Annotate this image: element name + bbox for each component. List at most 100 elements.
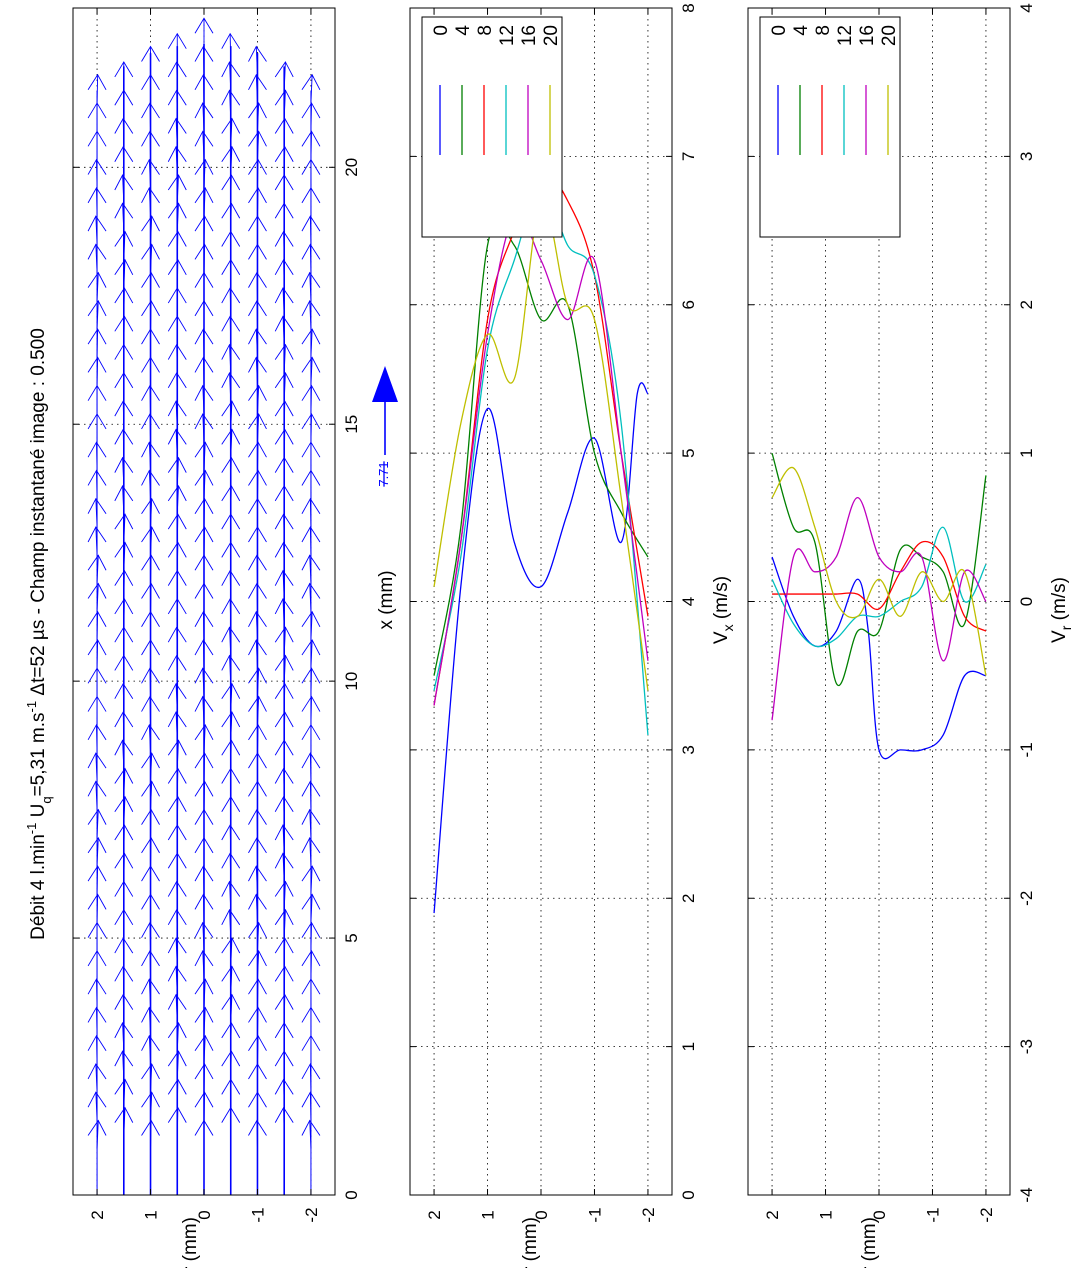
- vector-arrow-head: [141, 1034, 160, 1051]
- series-line-4: [771, 452, 987, 687]
- vector-arrow-head: [167, 1021, 187, 1039]
- vector-arrow-head: [141, 158, 160, 175]
- scale-arrow-label: 7.71: [376, 461, 391, 486]
- vector-arrow-head: [167, 598, 187, 615]
- vector-arrow: [122, 401, 125, 430]
- vector-arrow: [283, 1079, 285, 1108]
- vector-arrow-head: [141, 1119, 160, 1136]
- vector-arrow-head: [194, 215, 214, 232]
- vector-arrow-head: [194, 102, 214, 119]
- vector-arrow: [203, 753, 206, 782]
- vector-arrow: [148, 1007, 151, 1036]
- vector-arrow: [122, 1022, 125, 1052]
- vector-arrow: [309, 555, 312, 584]
- x-tick-label: 4: [679, 597, 698, 606]
- vector-arrow: [255, 74, 258, 104]
- figure-title: Débit 4 l.min-1 Uq=5,31 m.s-1 Δt=52 µs -…: [24, 328, 54, 940]
- vector-arrow: [122, 118, 125, 147]
- vector-arrow: [230, 401, 233, 430]
- vector-arrow-head: [301, 780, 321, 797]
- vector-arrow-head: [221, 852, 241, 869]
- vector-arrow-head: [248, 413, 267, 430]
- vector-arrow: [229, 344, 232, 373]
- vector-arrow-head: [87, 413, 107, 430]
- vector-arrow: [202, 357, 205, 386]
- vector-arrow-head: [301, 921, 321, 938]
- vector-arrow: [96, 724, 98, 754]
- vector-arrow-head: [194, 356, 214, 373]
- vector-arrow-head: [194, 17, 214, 34]
- vector-arrow: [122, 146, 125, 176]
- vector-arrow: [257, 724, 259, 754]
- vector-arrow: [310, 922, 312, 951]
- vector-arrow: [257, 103, 260, 132]
- r-tick-label: 2: [425, 1210, 444, 1219]
- vector-arrow-head: [114, 965, 134, 982]
- legend-label: 0: [769, 25, 790, 36]
- vector-arrow: [283, 372, 286, 402]
- vector-arrow-head: [301, 865, 321, 882]
- vector-arrow: [283, 711, 286, 741]
- vector-arrow-head: [221, 908, 241, 926]
- vector-arrow-head: [141, 441, 160, 458]
- vector-arrow: [283, 401, 286, 430]
- vector-arrow: [96, 1035, 98, 1064]
- vector-arrow-head: [141, 695, 160, 712]
- vector-arrow: [96, 894, 99, 923]
- vector-arrow-head: [194, 384, 214, 401]
- vector-arrow-head: [248, 186, 267, 204]
- vector-arrow-head: [141, 130, 160, 147]
- vector-arrow: [282, 598, 285, 628]
- vector-arrow: [230, 938, 233, 967]
- vector-arrow-head: [141, 554, 160, 571]
- vector-arrow-head: [274, 1078, 294, 1095]
- vector-arrow-head: [274, 965, 294, 982]
- x-tick-label: 1: [1017, 448, 1036, 457]
- r-tick-label: -2: [302, 1207, 321, 1222]
- vector-arrow-head: [114, 541, 134, 558]
- vector-arrow: [203, 470, 206, 499]
- vector-arrow: [123, 231, 126, 260]
- vector-arrow-head: [221, 61, 241, 78]
- vector-arrow-head: [167, 343, 187, 360]
- vector-arrow: [202, 103, 205, 132]
- vector-arrow-head: [248, 723, 267, 741]
- x-tick-label: -3: [1017, 1039, 1036, 1054]
- vector-arrow: [150, 837, 152, 867]
- vector-arrow-head: [301, 300, 321, 317]
- vector-arrow: [230, 485, 232, 515]
- vector-arrow: [203, 1007, 206, 1036]
- vector-arrow-head: [301, 950, 321, 967]
- vector-arrow: [255, 611, 258, 641]
- vector-arrow: [95, 1092, 98, 1121]
- vector-arrow: [309, 781, 312, 810]
- vector-arrow-head: [248, 384, 267, 401]
- r-tick-label: -1: [248, 1207, 267, 1222]
- vector-arrow: [203, 979, 206, 1008]
- vector-arrow-head: [114, 400, 134, 417]
- x-tick-label: -2: [1017, 891, 1036, 906]
- vector-arrow-head: [248, 921, 267, 938]
- vector-arrow-head: [194, 526, 214, 543]
- vector-arrow-head: [221, 739, 241, 756]
- vector-arrow: [122, 740, 125, 769]
- vector-arrow-head: [167, 908, 187, 926]
- vector-arrow: [283, 655, 286, 684]
- vector-arrow: [175, 938, 178, 967]
- vector-arrow: [176, 1022, 179, 1052]
- vector-arrow: [203, 1092, 206, 1121]
- vector-arrow: [230, 711, 233, 741]
- vector-arrow: [310, 894, 313, 923]
- vector-arrow: [176, 909, 178, 939]
- series-line-16: [771, 496, 987, 721]
- vector-arrow-head: [221, 682, 241, 699]
- vector-arrow-head: [221, 32, 241, 49]
- vector-arrow-head: [167, 485, 187, 502]
- vector-arrow-head: [274, 852, 294, 869]
- vector-arrow-head: [141, 45, 160, 62]
- vector-arrow-head: [301, 554, 321, 571]
- vector-arrow-head: [301, 695, 321, 712]
- vector-arrow: [95, 1063, 98, 1093]
